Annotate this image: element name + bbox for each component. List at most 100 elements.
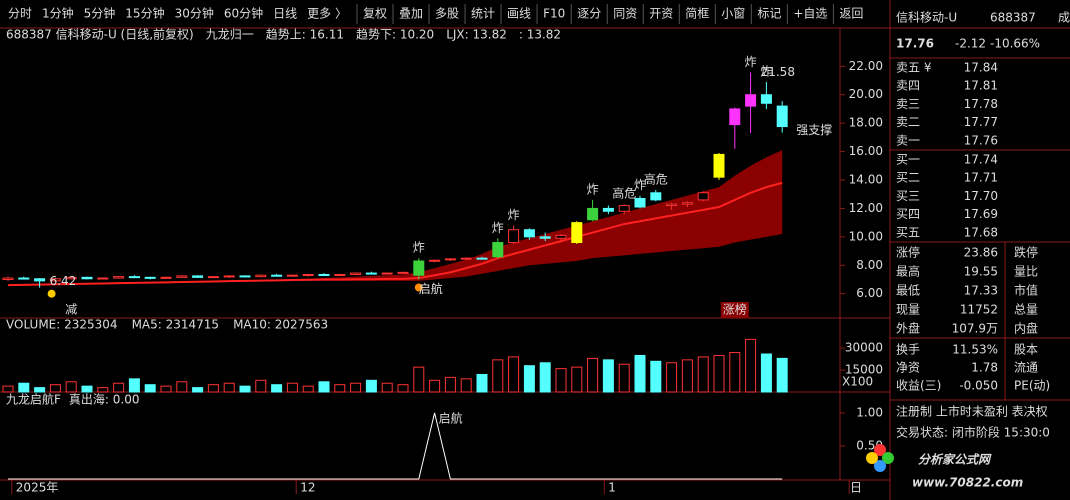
candle-body (65, 276, 77, 280)
toolbar-button[interactable]: 30分钟 (175, 6, 214, 21)
stock-flag: 成 (1058, 11, 1070, 25)
toolbar-button[interactable]: 5分钟 (84, 6, 116, 21)
candle-body (128, 276, 140, 279)
annotation: 高危 (612, 186, 636, 201)
annotation: 涨榜 (723, 302, 747, 317)
toolbar-button[interactable]: 简框 (685, 7, 709, 21)
toolbar-button[interactable]: 1分钟 (42, 6, 74, 21)
annotation: 6.42 (50, 274, 77, 288)
candle-body (413, 260, 425, 276)
toolbar-button[interactable]: 统计 (471, 7, 495, 21)
candle-body (334, 274, 346, 276)
volume-bar (539, 362, 551, 393)
volume-bar (81, 385, 93, 393)
toolbar-button[interactable]: 逐分 (577, 7, 601, 21)
legend-item: 趋势上: 16.11 (266, 28, 344, 42)
volume-bar (271, 384, 283, 393)
stat-label: 总量 (1014, 303, 1038, 317)
book-label: 卖五 ¥ (896, 61, 932, 75)
volume-bar (697, 356, 709, 393)
stat-value: 107.9万 (952, 322, 998, 336)
y-tick-label: 15000 (845, 363, 883, 377)
toolbar-button[interactable]: 标记 (757, 7, 781, 21)
quote-value: -2.12 (955, 37, 986, 51)
toolbar-button[interactable]: 60分钟 (224, 6, 263, 21)
candle-body (523, 229, 535, 238)
volume-bar (176, 381, 188, 393)
legend-item: VOLUME: 2325304 (6, 318, 118, 332)
candle-body (160, 276, 172, 279)
legend-item: MA5: 2314715 (132, 318, 220, 332)
x-tick-label: 12 (300, 481, 315, 495)
toolbar-button[interactable]: +自选 (793, 7, 827, 21)
y-tick-label: 20.00 (849, 87, 883, 101)
stat-value: 1.78 (971, 361, 998, 375)
volume-bar (460, 378, 472, 393)
candle-body (207, 276, 219, 279)
toolbar-button[interactable]: 叠加 (399, 7, 423, 21)
candle-body (539, 236, 551, 239)
volume-bar (318, 381, 330, 393)
volume-bar (128, 378, 140, 393)
candle-body (587, 207, 599, 221)
book-label: 买四 (896, 207, 920, 221)
volume-bar (650, 360, 662, 393)
volume-bar (776, 357, 788, 393)
stat-label: 最高 (896, 264, 920, 279)
y-tick-label: 6.00 (856, 286, 883, 300)
volume-bar (365, 379, 377, 393)
toolbar-button[interactable]: 小窗 (721, 7, 745, 21)
toolbar-button[interactable]: 15分钟 (125, 6, 164, 21)
toolbar-button[interactable]: 复权 (363, 7, 387, 21)
stat-label: PE(动) (1014, 379, 1050, 393)
legend-item: 688387 信科移动-U (日线,前复权) (6, 27, 194, 42)
y-tick-label: 16.00 (849, 144, 883, 158)
book-price: 17.81 (964, 79, 998, 93)
volume-bar (492, 359, 504, 393)
candle-body (302, 274, 314, 276)
stat-label: 收益(三) (896, 379, 941, 393)
volume-bar (113, 382, 125, 393)
toolbar-button[interactable]: 返回 (839, 7, 863, 21)
stat-label: 换手 (896, 343, 920, 357)
stat-value: 17.33 (964, 284, 998, 298)
volume-bar (745, 338, 757, 393)
toolbar-button[interactable]: 画线 (507, 7, 531, 21)
x-tick-label: 1 (608, 481, 616, 495)
toolbar-button[interactable]: F10 (543, 7, 565, 21)
candle-body (192, 275, 204, 278)
toolbar-button[interactable]: 日线 (273, 7, 297, 21)
quote-value: 17.76 (896, 37, 934, 51)
annotation: 炸 (492, 221, 504, 235)
toolbar-button[interactable]: 同资 (613, 7, 637, 21)
volume-bar (476, 373, 488, 393)
book-label: 卖二 (896, 115, 920, 129)
candle-body (508, 229, 520, 244)
annotation: 减 (65, 303, 77, 317)
volume-bar (65, 381, 77, 393)
toolbar-button[interactable]: 多股 (435, 7, 459, 21)
toolbar-button[interactable]: 分时 (8, 7, 32, 21)
toolbar-button[interactable]: 开资 (649, 7, 673, 21)
annotation: 21.58 (761, 65, 795, 79)
volume-bar (618, 363, 630, 393)
badge (720, 302, 749, 318)
stat-label: 现量 (896, 303, 920, 317)
note: 交易状态: 闭市阶段 15:30:0 (896, 425, 1050, 440)
toolbar-button[interactable]: 更多 〉 (307, 7, 347, 21)
candle-body (176, 275, 188, 278)
candle-body (555, 234, 567, 239)
candle-body (239, 275, 251, 278)
annotation: 炸 (508, 208, 520, 222)
candle-body (81, 276, 93, 280)
annotation: 炸 (413, 241, 425, 255)
book-price: 17.78 (964, 97, 998, 111)
y-tick-label: 30000 (845, 341, 883, 355)
volume-bar (508, 356, 520, 393)
book-price: 17.84 (964, 61, 998, 75)
logo-petal (874, 444, 886, 456)
stat-value: 19.55 (964, 265, 998, 279)
legend-item: 趋势下: 10.20 (356, 28, 434, 42)
volume-bar (523, 365, 535, 393)
